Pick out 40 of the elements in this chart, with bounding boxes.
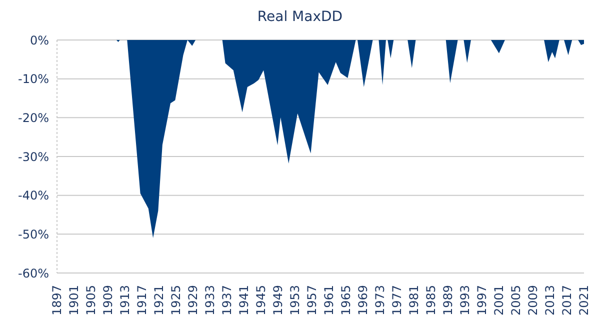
x-tick-label: 2017 <box>560 285 574 316</box>
x-tick-label: 1949 <box>271 285 285 316</box>
x-tick-label: 2005 <box>509 285 523 316</box>
x-tick-label: 1929 <box>186 285 200 316</box>
x-tick-label: 1933 <box>203 285 217 316</box>
x-tick-label: 1905 <box>84 285 98 316</box>
y-tick-label: -10% <box>18 72 49 86</box>
y-tick-label: -50% <box>18 227 49 242</box>
x-tick-label: 1945 <box>254 285 268 316</box>
y-tick-label: -40% <box>18 188 49 203</box>
x-tick-label: 1909 <box>101 285 115 316</box>
x-tick-label: 1969 <box>356 285 370 316</box>
x-tick-label: 1953 <box>288 285 302 316</box>
chart-title: Real MaxDD <box>256 8 344 27</box>
y-tick-label: -30% <box>18 150 49 164</box>
x-tick-label: 2001 <box>492 285 506 316</box>
x-tick-label: 1981 <box>407 285 421 316</box>
x-tick-label: 1913 <box>118 285 132 316</box>
x-tick-label: 1989 <box>441 285 455 316</box>
x-tick-label: 1897 <box>50 285 64 316</box>
y-tick-label: -60% <box>18 266 49 280</box>
x-tick-label: 1957 <box>305 285 319 316</box>
x-tick-label: 1961 <box>322 285 336 316</box>
x-tick-label: 1997 <box>475 285 489 316</box>
x-tick-label: 2009 <box>526 285 540 316</box>
x-tick-label: 1973 <box>373 285 387 316</box>
x-tick-label: 1917 <box>135 285 149 316</box>
x-tick-label: 2013 <box>543 285 557 316</box>
x-tick-label: 1937 <box>220 285 234 316</box>
y-tick-label: 0% <box>30 33 49 48</box>
x-tick-label: 1985 <box>424 285 438 316</box>
x-tick-label: 1925 <box>169 285 183 316</box>
x-tick-label: 1965 <box>339 285 353 316</box>
x-tick-label: 1941 <box>237 285 251 316</box>
x-tick-label: 1977 <box>390 285 404 316</box>
x-tick-label: 1993 <box>458 285 472 316</box>
x-tick-label: 2021 <box>577 285 591 316</box>
y-tick-label: -20% <box>18 110 49 125</box>
x-tick-label: 1921 <box>152 285 166 316</box>
x-tick-label: 1901 <box>67 285 81 316</box>
